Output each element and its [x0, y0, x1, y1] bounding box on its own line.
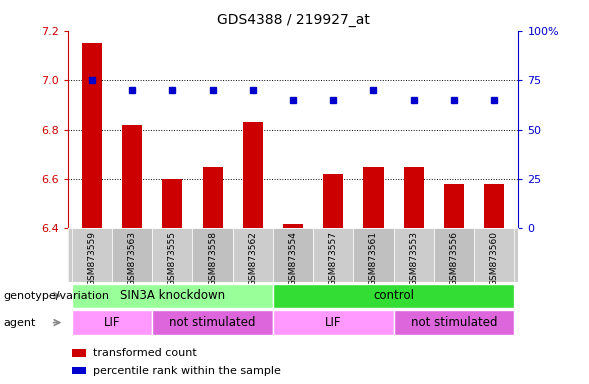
Text: GSM873562: GSM873562 [249, 231, 257, 286]
Bar [193, 228, 233, 282]
Bar [283, 223, 303, 228]
Text: SIN3A knockdown: SIN3A knockdown [120, 289, 225, 302]
Text: percentile rank within the sample: percentile rank within the sample [92, 366, 280, 376]
Bar [233, 228, 273, 282]
Text: genotype/variation: genotype/variation [3, 291, 109, 301]
Text: LIF: LIF [325, 316, 342, 329]
Text: GSM873561: GSM873561 [369, 231, 378, 286]
Bar [353, 228, 393, 282]
Bar [434, 228, 474, 282]
Bar [403, 167, 423, 228]
Text: GSM873556: GSM873556 [449, 231, 458, 286]
Bar [152, 310, 273, 334]
Bar [323, 174, 343, 228]
Text: GSM873558: GSM873558 [208, 231, 217, 286]
Text: control: control [373, 289, 414, 302]
Bar [484, 184, 504, 228]
Text: GSM873557: GSM873557 [329, 231, 337, 286]
Bar [112, 228, 152, 282]
Bar [72, 283, 273, 308]
Bar [243, 122, 263, 228]
Bar [273, 228, 313, 282]
Bar [203, 167, 223, 228]
Text: not stimulated: not stimulated [411, 316, 497, 329]
Bar [393, 310, 514, 334]
Bar [273, 283, 514, 308]
Text: GSM873559: GSM873559 [87, 231, 97, 286]
Text: GSM873563: GSM873563 [128, 231, 137, 286]
Text: not stimulated: not stimulated [169, 316, 256, 329]
Bar [163, 179, 183, 228]
Bar [363, 167, 383, 228]
Bar [152, 228, 193, 282]
Text: GSM873555: GSM873555 [168, 231, 177, 286]
Bar [313, 228, 353, 282]
Text: GSM873560: GSM873560 [489, 231, 499, 286]
Text: GSM873554: GSM873554 [289, 231, 297, 286]
Bar [72, 228, 112, 282]
Bar [72, 349, 86, 357]
Bar [393, 228, 434, 282]
Bar [72, 367, 86, 374]
Text: LIF: LIF [104, 316, 120, 329]
Bar [474, 228, 514, 282]
Text: transformed count: transformed count [92, 348, 196, 358]
Bar [444, 184, 464, 228]
Bar [122, 125, 142, 228]
Text: GSM873553: GSM873553 [409, 231, 418, 286]
Bar [72, 310, 152, 334]
Bar [273, 310, 393, 334]
Bar [82, 43, 102, 228]
Text: agent: agent [3, 318, 35, 328]
Title: GDS4388 / 219927_at: GDS4388 / 219927_at [217, 13, 369, 27]
